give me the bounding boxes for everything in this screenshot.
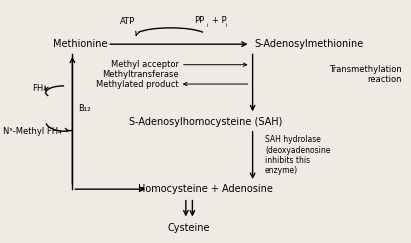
Text: SAH hydrolase
(deoxyadenosine
inhibits this
enzyme): SAH hydrolase (deoxyadenosine inhibits t…: [265, 135, 330, 175]
Text: PP: PP: [194, 16, 205, 25]
Text: Methyltransferase: Methyltransferase: [102, 70, 179, 79]
Text: Transmethylation
reaction: Transmethylation reaction: [329, 65, 402, 84]
Text: Methyl acceptor: Methyl acceptor: [111, 60, 179, 69]
Text: Homocysteine + Adenosine: Homocysteine + Adenosine: [138, 184, 273, 194]
Text: Methylated product: Methylated product: [96, 79, 179, 88]
Text: Cysteine: Cysteine: [168, 223, 210, 233]
Text: N⁵-Methyl FH₄: N⁵-Methyl FH₄: [3, 127, 61, 136]
Text: S-Adenosylhomocysteine (SAH): S-Adenosylhomocysteine (SAH): [129, 116, 282, 127]
Text: + P: + P: [212, 16, 226, 25]
Text: FH₄: FH₄: [32, 84, 47, 93]
Text: S-Adenosylmethionine: S-Adenosylmethionine: [255, 39, 364, 49]
Text: i: i: [206, 23, 208, 28]
Text: Methionine: Methionine: [53, 39, 108, 49]
Text: i: i: [225, 23, 226, 28]
Text: B₁₂: B₁₂: [79, 104, 91, 113]
Text: ATP: ATP: [120, 17, 135, 26]
